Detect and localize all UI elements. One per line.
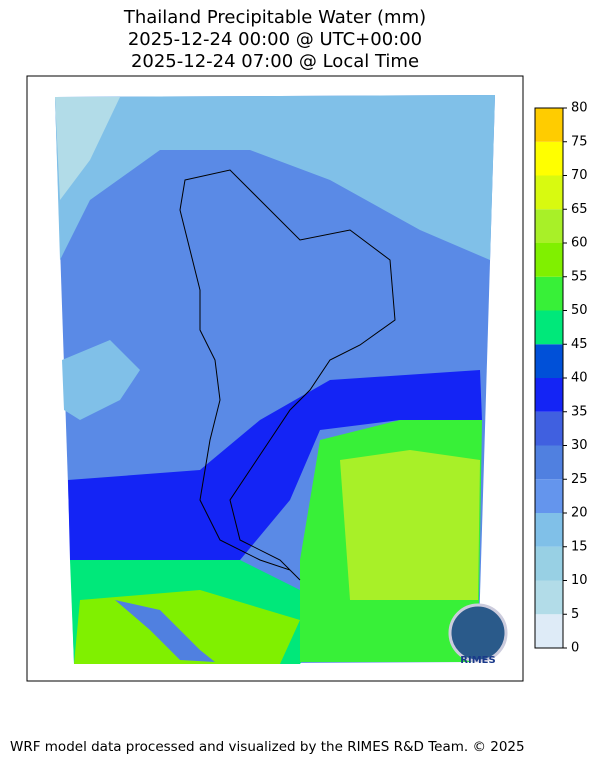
colorbar-band <box>535 513 563 547</box>
tick-label: 30 <box>571 438 588 453</box>
field-moist <box>68 370 482 560</box>
tick-label: 45 <box>571 337 588 352</box>
colorbar-band <box>535 310 563 345</box>
field-dryest <box>55 97 120 200</box>
colorbar-band <box>535 580 563 615</box>
colorbar: 0 5 10 15 20 25 30 35 40 45 50 55 60 65 70 75 80 <box>534 101 588 656</box>
tick-label: 80 <box>571 101 588 116</box>
tick-label: 55 <box>571 269 588 284</box>
colorbar-band <box>535 108 563 142</box>
colorbar-band <box>535 175 563 210</box>
colorbar-band <box>535 479 563 513</box>
tick-label: 15 <box>571 539 588 554</box>
tick-label: 65 <box>571 202 588 217</box>
field-dry <box>55 95 495 260</box>
tick-label: 35 <box>571 404 588 419</box>
country-outline <box>179 169 396 581</box>
title-line: 2025-12-24 07:00 @ Local Time <box>131 51 419 72</box>
tick-label: 70 <box>571 168 588 183</box>
colorbar-band <box>535 344 563 378</box>
tick-label: 25 <box>571 472 588 487</box>
colorbar-band <box>535 141 563 176</box>
tick-label: 20 <box>571 506 588 521</box>
map: RIMES <box>26 75 524 682</box>
title-line: 2025-12-24 00:00 @ UTC+00:00 <box>128 29 422 50</box>
tick-label: 10 <box>571 573 588 588</box>
field-wet-4 <box>340 450 480 600</box>
field-dry-2 <box>62 340 140 420</box>
logo-text: RIMES <box>460 655 495 666</box>
tick-label: 75 <box>571 134 588 149</box>
colorbar-band <box>535 243 563 277</box>
tick-label: 0 <box>571 641 579 656</box>
colorbar-band <box>535 445 563 480</box>
colorbar-band <box>535 546 563 581</box>
tick-label: 60 <box>571 236 588 251</box>
footer: WRF model data processed and visualized … <box>10 739 525 755</box>
colorbar-band <box>535 276 563 311</box>
logo <box>448 603 508 663</box>
title-line: Thailand Precipitable Water (mm) <box>123 7 426 28</box>
tick-label: 40 <box>571 371 588 386</box>
colorbar-band <box>535 378 563 412</box>
colorbar-band <box>535 614 563 648</box>
field-island <box>115 600 215 662</box>
colorbar-band <box>535 411 563 446</box>
colorbar-band <box>535 209 563 243</box>
tick-label: 50 <box>571 303 588 318</box>
tick-label: 5 <box>571 607 579 622</box>
